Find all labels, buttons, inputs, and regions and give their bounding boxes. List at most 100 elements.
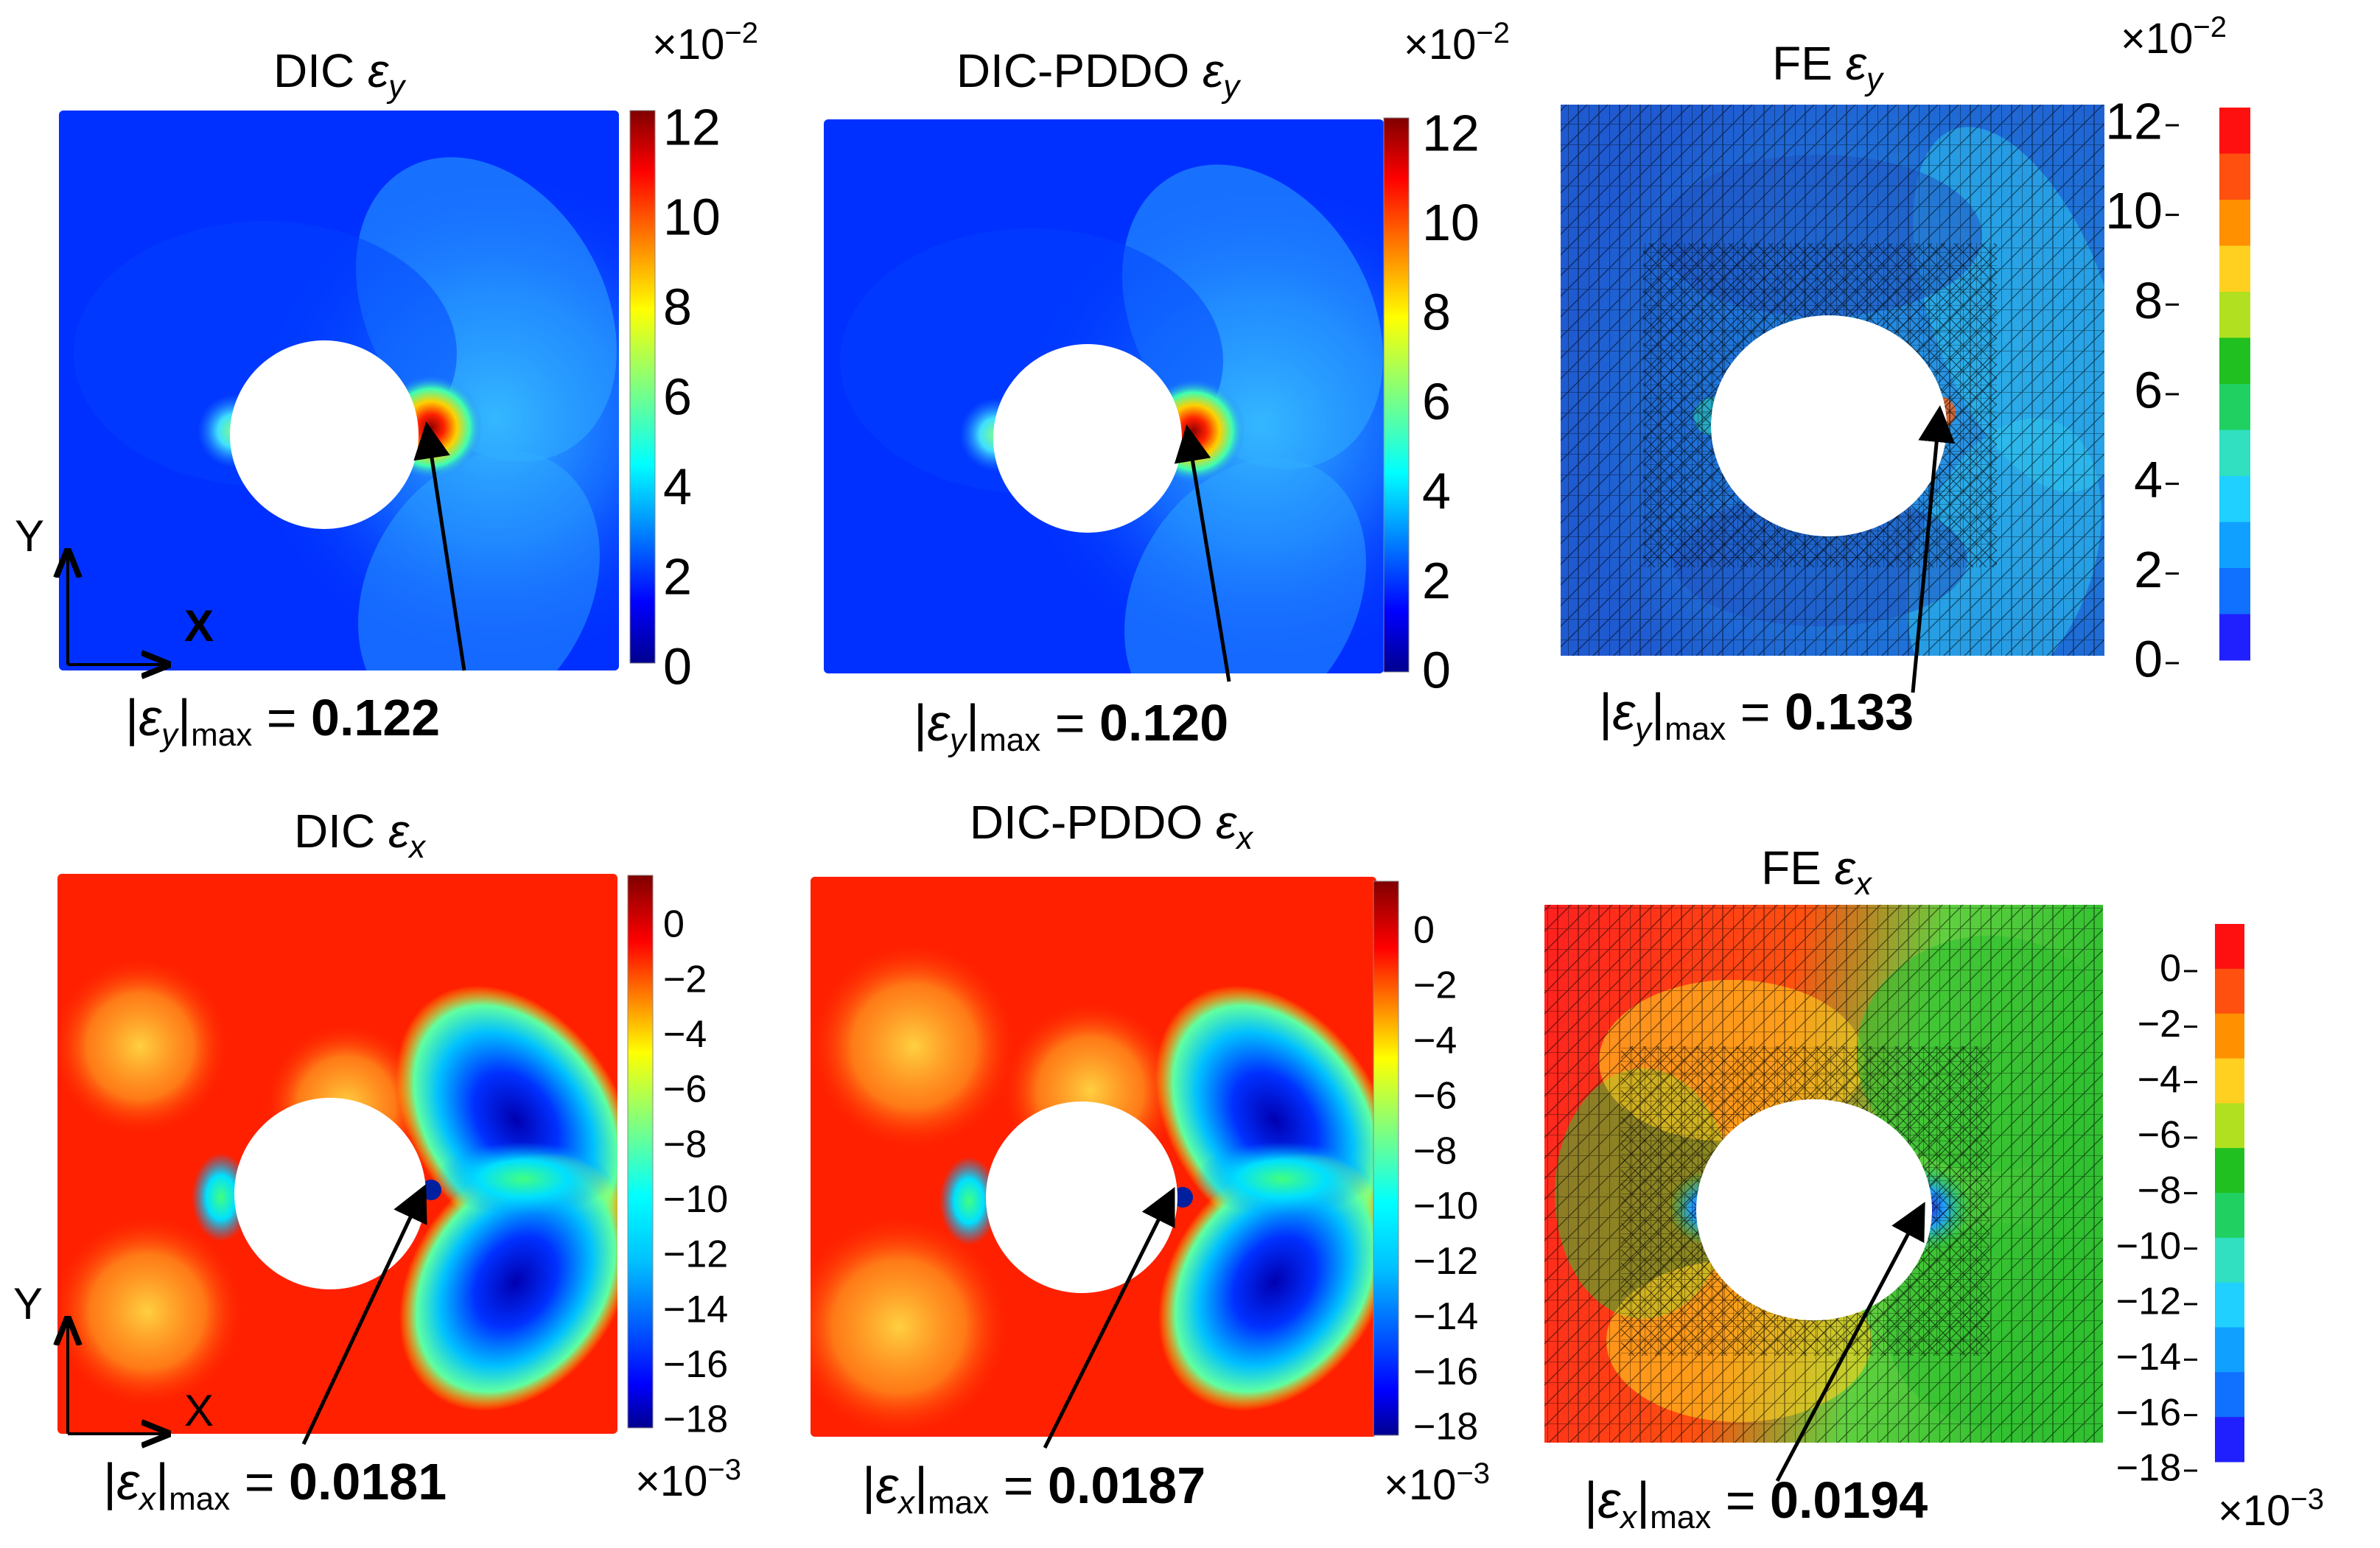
colorbar-tick-label: 4	[663, 458, 692, 515]
colorbar-tick-label: 10	[2105, 182, 2163, 239]
colorbar-tick-label: −16	[2116, 1391, 2181, 1434]
title-prefix: DIC-PDDO	[970, 796, 1216, 849]
colorbar-tick-label: 10	[1422, 194, 1480, 251]
panel-dic-ey: DIC εy |εy|max = 0.122	[59, 44, 619, 753]
coordinate-axes-bottom: Y X	[13, 1279, 214, 1435]
title-prefix: DIC	[294, 805, 388, 858]
colorbar-multiplier: ×10−2	[2121, 11, 2227, 63]
hole	[230, 340, 419, 529]
colorbar-segment	[2219, 292, 2250, 338]
colorbar-tick-label: 0	[2160, 948, 2181, 990]
panel-title: FE εy	[1772, 37, 1885, 97]
max-arrow	[1043, 1187, 1175, 1449]
max-arrow	[1775, 1202, 1925, 1482]
title-prefix: DIC-PDDO	[956, 44, 1203, 97]
colorbar-segment	[2219, 245, 2250, 293]
colorbar-tick-label: 0	[663, 903, 685, 946]
colorbar-tick-label: −8	[1413, 1130, 1457, 1172]
panel-title: DIC-PDDO εx	[970, 796, 1254, 856]
colorbar-segment	[2215, 1237, 2244, 1283]
colorbar-ey-fe: ×10−2 12 10 8 6 4 2 0	[2105, 11, 2250, 687]
panel-title: FE εx	[1761, 841, 1873, 902]
title-subscript: x	[407, 829, 427, 865]
colorbar-multiplier: ×10−3	[2218, 1483, 2324, 1535]
colorbar-tick-label: 2	[2134, 541, 2163, 598]
title-subscript: x	[1854, 866, 1873, 902]
colorbar-ex-dic: 0 −2 −4 −6 −8 −10 −12 −14 −16 −18 ×10−3	[627, 875, 741, 1505]
title-prefix: FE	[1761, 841, 1835, 894]
colorbar-segment	[2215, 1058, 2244, 1104]
max-annotation: |εy|max = 0.122	[125, 689, 440, 753]
colorbar-tick-label: −16	[663, 1343, 728, 1386]
colorbar-tick-label: −10	[1413, 1185, 1478, 1227]
colorbar-tick-label: 12	[1422, 104, 1480, 161]
colorbar-segment	[2219, 153, 2250, 200]
colorbar-tick-label: 6	[2134, 361, 2163, 418]
colorbar-tick-label: 8	[663, 278, 692, 335]
colorbar-segment	[2219, 108, 2250, 154]
hole	[1711, 315, 1947, 536]
colorbar-tick-label: 6	[663, 368, 692, 425]
colorbar-tick-label: −8	[663, 1123, 707, 1166]
colorbar-multiplier: ×10−3	[1384, 1457, 1490, 1509]
title-prefix: DIC	[273, 44, 368, 97]
panel-dic-ex: DIC εx |εx|max = 0.0181	[57, 805, 617, 1517]
colorbar-tick-label: −10	[2116, 1225, 2181, 1267]
colorbar-segment	[2215, 1103, 2244, 1149]
colorbar-segment	[2215, 1417, 2244, 1463]
colorbar-tick-label: 2	[1422, 552, 1451, 609]
colorbar-tick-label: 8	[1422, 283, 1451, 340]
colorbar-tick-label: −12	[663, 1233, 728, 1276]
hole	[993, 344, 1182, 533]
colorbar-tick-label: −8	[2138, 1169, 2181, 1212]
panel-fe-ex: FE εx |εx|max = 0.0194	[1544, 841, 2103, 1535]
title-subscript: x	[1235, 820, 1254, 856]
colorbar-tick-label: −12	[2116, 1281, 2181, 1323]
panel-pddo-ey: DIC-PDDO εy |εy|max = 0.120	[824, 44, 1384, 758]
axis-x-label: X	[184, 1386, 214, 1435]
colorbar-tick-label: 12	[2105, 92, 2163, 150]
title-symbol: ε	[1216, 796, 1237, 849]
colorbar-tick-label: −6	[1413, 1074, 1457, 1117]
colorbar-tick-label: 0	[663, 637, 692, 695]
colorbar-multiplier: ×10−3	[635, 1454, 741, 1505]
colorbar-ey-pddo: ×10−2 12 10 8 6 4 2 0	[1383, 17, 1510, 698]
colorbar-tick-label: −12	[1413, 1240, 1478, 1283]
colorbar-tick-label: −14	[2116, 1336, 2181, 1379]
colorbar-segment	[2215, 968, 2244, 1015]
colorbar-segment	[2215, 1193, 2244, 1239]
colorbar-tick-label: −16	[1413, 1351, 1478, 1393]
panel-title: DIC-PDDO εy	[956, 44, 1242, 105]
max-annotation: |εy|max = 0.120	[914, 694, 1228, 758]
colorbar-tick-label: 0	[2134, 630, 2163, 687]
colorbar-segment	[2219, 614, 2250, 661]
colorbar-segment	[2215, 1372, 2244, 1418]
max-arrow	[413, 421, 466, 671]
title-symbol: ε	[388, 805, 410, 858]
colorbar-segment	[2215, 1013, 2244, 1059]
colorbar-tick-label: 0	[1422, 641, 1451, 698]
colorbar-tick-label: −6	[2138, 1114, 2181, 1157]
axis-y-label: Y	[15, 511, 44, 561]
max-annotation: |εx|max = 0.0194	[1584, 1471, 1928, 1535]
colorbar-tick-label: 0	[1413, 909, 1435, 952]
colorbar-tick-label: −4	[663, 1013, 707, 1056]
colorbar-tick-label: −6	[663, 1068, 707, 1111]
colorbar-tick-label: −4	[2138, 1058, 2181, 1101]
max-annotation: |εx|max = 0.0181	[103, 1453, 447, 1517]
colorbar-segment	[2219, 337, 2250, 385]
colorbar-tick-label: 4	[1422, 462, 1451, 519]
colorbar-tick-label: 10	[663, 188, 721, 245]
max-annotation: |εx|max = 0.0187	[862, 1457, 1205, 1521]
colorbar-segment	[2219, 522, 2250, 569]
colorbar-ex-fe: 0 −2 −4 −6 −8 −10 −12 −14 −16 −18 ×10−3	[2116, 924, 2324, 1535]
colorbar-multiplier: ×10−2	[652, 17, 758, 69]
title-symbol: ε	[1203, 44, 1224, 97]
max-annotation: |εy|max = 0.133	[1599, 683, 1914, 747]
colorbar-tick-label: −18	[2116, 1447, 2181, 1490]
colorbar-tick-label: −2	[1413, 964, 1457, 1007]
colorbar-tick-label: 2	[663, 547, 692, 605]
title-subscript: y	[1221, 69, 1242, 105]
max-arrow	[1911, 405, 1956, 693]
title-subscript: y	[386, 69, 407, 105]
